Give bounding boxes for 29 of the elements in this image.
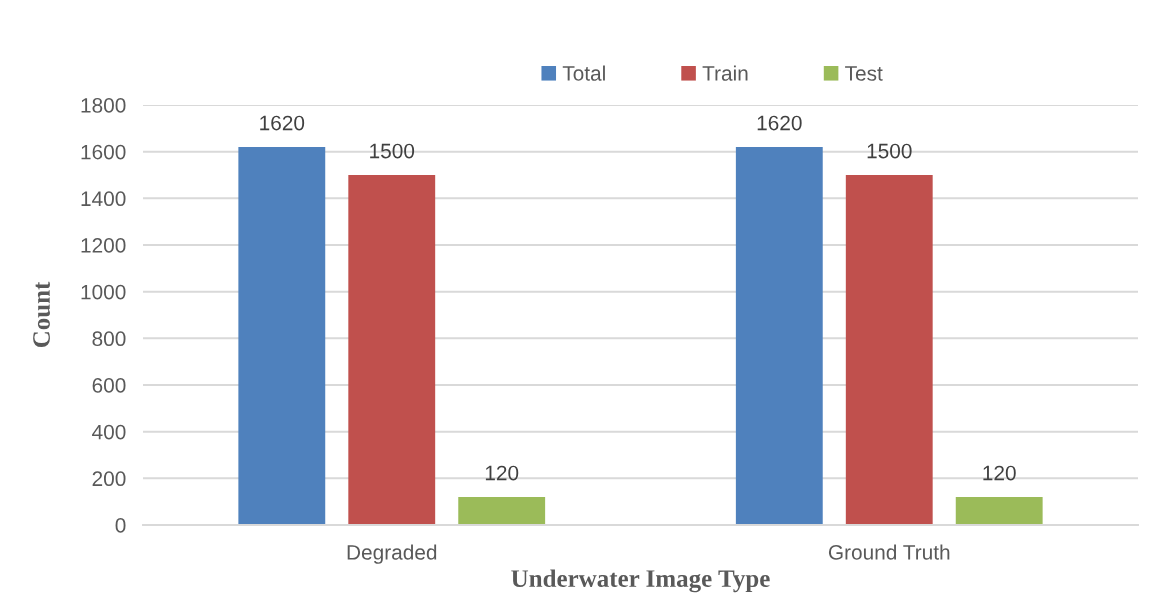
data-label: 120 xyxy=(983,465,1016,481)
y-tick-label: 800 xyxy=(92,331,126,347)
x-axis-title: Underwater Image Type xyxy=(511,569,770,593)
y-tick-label: 1800 xyxy=(81,98,126,113)
y-tick-label: 200 xyxy=(92,471,126,487)
x-tick-label: Ground Truth xyxy=(828,544,950,560)
data-label: 1500 xyxy=(370,143,415,159)
bar xyxy=(348,175,436,525)
bar xyxy=(845,175,933,525)
x-tick-label: Degraded xyxy=(347,544,437,564)
y-tick-label: 1600 xyxy=(81,144,126,160)
bar xyxy=(458,497,546,525)
data-label: 1620 xyxy=(757,115,802,131)
data-label: 1620 xyxy=(260,115,305,131)
y-tick-label: 400 xyxy=(92,424,126,440)
legend-label: Total xyxy=(562,65,605,81)
y-tick-label: 1000 xyxy=(81,284,126,300)
legend-label: Test xyxy=(845,66,883,81)
y-tick-label: 1200 xyxy=(81,238,126,253)
legend-label: Train xyxy=(702,65,748,81)
bar xyxy=(238,147,326,525)
data-label: 1500 xyxy=(867,143,912,159)
y-tick-label: 1400 xyxy=(81,191,126,207)
y-axis-title: Count xyxy=(33,281,50,348)
y-tick-label: 600 xyxy=(92,378,126,393)
bar xyxy=(955,497,1043,525)
y-tick-label: 0 xyxy=(115,518,126,533)
bar xyxy=(735,147,823,525)
data-label: 120 xyxy=(485,465,519,481)
